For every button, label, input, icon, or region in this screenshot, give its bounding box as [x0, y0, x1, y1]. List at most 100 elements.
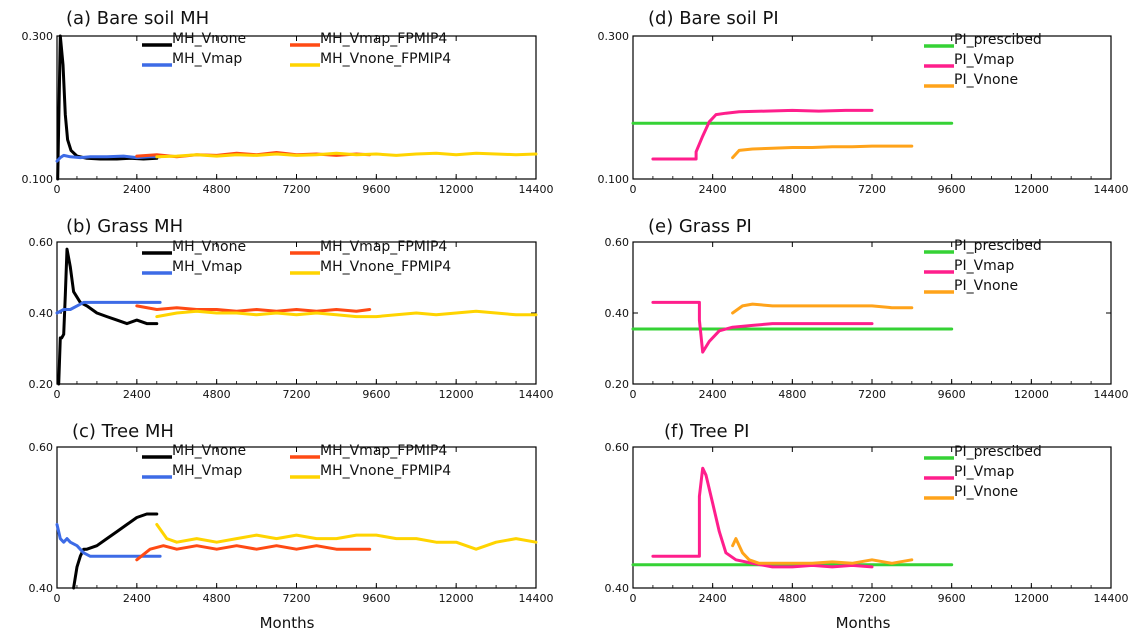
legend-label-mh-vnone-fpmip4: MH_Vnone_FPMIP4: [320, 51, 451, 67]
panel-4: 0 2400 4800 7200 9600 12000 14400 0.100 0.300 (d)…: [598, 8, 1129, 196]
x-tick-label: 9600: [362, 592, 390, 605]
panel-2: 0 2400 4800 7200 9600 12000 14400 0.20 0.40 0.60 (…: [29, 216, 554, 401]
x-tick-label: 0: [630, 388, 637, 401]
x-tick-label: 4800: [203, 183, 231, 196]
plot-frame: [56, 446, 537, 589]
x-tick-label: 9600: [362, 183, 390, 196]
panel-title: (f) Tree PI: [664, 421, 750, 442]
legend: MH_Vnone MH_Vmap MH_Vmap_FPMIP4 MH_Vnone_FP…: [142, 443, 451, 479]
x-tick-label: 12000: [439, 183, 474, 196]
series-line-mh-vnone-fpmip4: [155, 151, 538, 159]
x-tick-label: 7200: [858, 388, 886, 401]
x-tick-label: 0: [630, 183, 637, 196]
panel-1: 0 2400 4800 7200 9600 12000 14400 0.100 0.300 (a)…: [22, 8, 554, 196]
x-tick-label: 4800: [778, 388, 806, 401]
panel-title: (d) Bare soil PI: [648, 8, 779, 29]
y-tick-label: 0.60: [29, 441, 54, 454]
y-tick-label: 0.300: [598, 30, 630, 43]
legend-label-mh-vnone: MH_Vnone: [172, 239, 246, 255]
legend: MH_Vnone MH_Vmap MH_Vmap_FPMIP4 MH_Vnone_FP…: [142, 239, 451, 275]
x-tick-label: 14400: [1094, 183, 1129, 196]
plot-frame: [632, 241, 1112, 385]
x-tick-label: 12000: [1014, 183, 1049, 196]
x-tick-label: 14400: [1094, 388, 1129, 401]
y-tick-label: 0.40: [29, 307, 54, 320]
x-tick-label: 2400: [699, 388, 727, 401]
y-tick-label: 0.60: [605, 441, 630, 454]
x-axis-title-left: Months: [260, 614, 315, 632]
x-tick-label: 7200: [283, 388, 311, 401]
y-tick-label: 0.20: [605, 378, 630, 391]
x-tick-label: 12000: [1014, 592, 1049, 605]
legend-label-pi-vmap: PI_Vmap: [954, 52, 1014, 68]
series-line-pi-vmap: [651, 466, 874, 569]
x-tick-label: 4800: [203, 592, 231, 605]
legend-label-mh-vmap-fpmip4: MH_Vmap_FPMIP4: [320, 31, 447, 47]
series-line-mh-vnone: [72, 512, 159, 590]
legend-label-mh-vnone-fpmip4: MH_Vnone_FPMIP4: [320, 259, 451, 275]
panel-title: (c) Tree MH: [72, 421, 174, 442]
legend-label-mh-vmap: MH_Vmap: [172, 51, 242, 67]
x-axis-title-right: Months: [836, 614, 891, 632]
legend-label-pi-prescibed: PI_prescibed: [954, 32, 1042, 48]
y-tick-label: 0.40: [605, 582, 630, 595]
x-tick-label: 14400: [519, 388, 554, 401]
y-tick-label: 0.40: [605, 307, 630, 320]
x-tick-label: 0: [630, 592, 637, 605]
legend-label-pi-vmap: PI_Vmap: [954, 464, 1014, 480]
x-tick-label: 0: [54, 388, 61, 401]
x-tick-label: 0: [54, 592, 61, 605]
x-tick-label: 2400: [123, 592, 151, 605]
x-tick-label: 7200: [283, 183, 311, 196]
x-tick-label: 7200: [858, 183, 886, 196]
series-line-pi-vmap: [651, 108, 874, 161]
y-tick-label: 0.60: [29, 236, 54, 249]
plot-frame: [632, 35, 1112, 180]
legend-label-pi-prescibed: PI_prescibed: [954, 238, 1042, 254]
series-line-mh-vnone-fpmip4: [155, 309, 538, 319]
x-tick-label: 4800: [778, 592, 806, 605]
legend-label-mh-vnone: MH_Vnone: [172, 31, 246, 47]
legend: PI_prescibed PI_Vmap PI_Vnone: [924, 444, 1042, 500]
x-tick-label: 4800: [203, 388, 231, 401]
x-tick-label: 7200: [283, 592, 311, 605]
legend-label-mh-vnone: MH_Vnone: [172, 443, 246, 459]
x-tick-label: 12000: [439, 592, 474, 605]
x-tick-label: 14400: [519, 183, 554, 196]
panel-3: 0 2400 4800 7200 9600 12000 14400 0.40 0.60 (c) T…: [29, 421, 554, 605]
legend-label-mh-vmap-fpmip4: MH_Vmap_FPMIP4: [320, 239, 447, 255]
y-tick-label: 0.300: [22, 30, 54, 43]
x-tick-label: 9600: [938, 183, 966, 196]
legend: PI_prescibed PI_Vmap PI_Vnone: [924, 238, 1042, 294]
y-tick-label: 0.100: [22, 173, 54, 186]
legend-label-pi-vnone: PI_Vnone: [954, 278, 1018, 294]
panel-6: 0 2400 4800 7200 9600 12000 14400 0.40 0.60 (f) T…: [605, 421, 1129, 605]
x-tick-label: 2400: [123, 183, 151, 196]
series-line-mh-vmap: [55, 153, 162, 163]
series-line-mh-vnone: [57, 247, 159, 386]
legend-label-pi-vnone: PI_Vnone: [954, 484, 1018, 500]
series-line-pi-vmap: [651, 300, 874, 354]
x-tick-label: 4800: [778, 183, 806, 196]
series-line-mh-vmap: [55, 300, 162, 315]
legend-label-mh-vmap: MH_Vmap: [172, 463, 242, 479]
series-line-pi-vnone: [731, 537, 914, 565]
y-tick-label: 0.40: [29, 582, 54, 595]
legend-label-pi-prescibed: PI_prescibed: [954, 444, 1042, 460]
x-tick-label: 14400: [1094, 592, 1129, 605]
x-tick-label: 9600: [362, 388, 390, 401]
x-tick-label: 7200: [858, 592, 886, 605]
legend-label-mh-vnone-fpmip4: MH_Vnone_FPMIP4: [320, 463, 451, 479]
x-tick-label: 12000: [1014, 388, 1049, 401]
panel-title: (b) Grass MH: [66, 216, 183, 237]
legend: MH_Vnone MH_Vmap MH_Vmap_FPMIP4 MH_Vnone_FP…: [142, 31, 451, 67]
legend-label-mh-vmap: MH_Vmap: [172, 259, 242, 275]
x-tick-label: 2400: [699, 183, 727, 196]
y-tick-label: 0.100: [598, 173, 630, 186]
legend: PI_prescibed PI_Vmap PI_Vnone: [924, 32, 1042, 88]
legend-label-mh-vmap-fpmip4: MH_Vmap_FPMIP4: [320, 443, 447, 459]
x-tick-label: 14400: [519, 592, 554, 605]
x-tick-label: 9600: [938, 592, 966, 605]
y-tick-label: 0.20: [29, 378, 54, 391]
